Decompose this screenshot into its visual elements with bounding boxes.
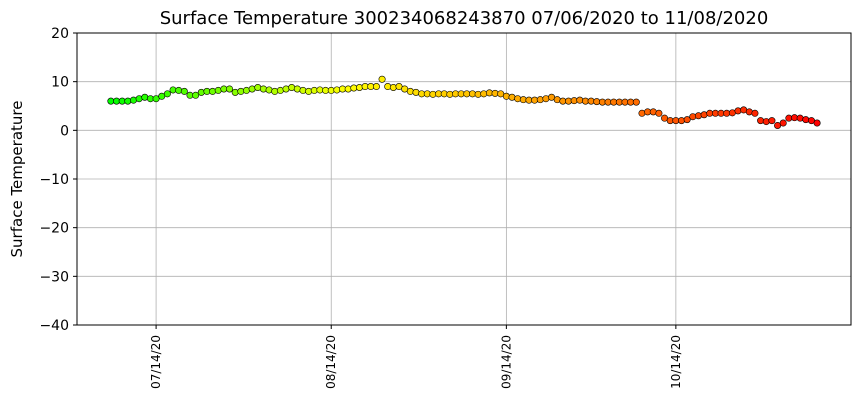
data-point [209,87,217,95]
data-point [372,83,380,91]
data-point [779,119,787,127]
data-point [124,97,132,105]
data-point [299,86,307,94]
data-point [259,85,267,93]
x-tick-label: 10/14/20 [669,335,683,389]
data-point [231,88,239,96]
y-tick-label: −40 [39,318,69,334]
data-point [237,87,245,95]
y-tick-label: 0 [60,123,69,139]
data-point [762,118,770,126]
data-point [180,87,188,95]
data-point [197,88,205,96]
x-tick-label: 07/14/20 [149,335,163,389]
data-point [802,116,810,124]
data-point [226,85,234,93]
data-point [751,109,759,117]
data-point [694,112,702,120]
y-tick-label: −30 [39,269,69,285]
data-point [406,87,414,95]
data-point [514,95,522,103]
data-point [333,86,341,94]
y-tick-label: −10 [39,172,69,188]
data-point [734,107,742,115]
data-point [378,75,386,83]
data-point [768,117,776,125]
data-point [355,84,363,92]
data-point [305,87,313,95]
data-point [163,90,171,98]
y-tick-label: −20 [39,221,69,237]
data-point [175,86,183,94]
data-point [502,92,510,100]
data-point [536,96,544,104]
data-point [271,87,279,95]
y-tick-label: 20 [51,26,69,42]
x-tick-label: 09/14/20 [499,335,513,389]
data-point [192,91,200,99]
data-point [389,84,397,92]
data-point [813,119,821,127]
data-point [576,96,584,104]
data-point [344,85,352,93]
data-point [683,116,691,124]
chart-title: Surface Temperature 300234068243870 07/0… [160,8,769,29]
y-axis-label: Surface Temperature [8,101,26,258]
data-point [655,109,663,117]
data-point [689,113,697,121]
data-point [757,117,765,125]
data-point [480,90,488,98]
plot-frame [76,32,852,326]
data-point [678,117,686,125]
x-tick-label: 08/14/20 [324,335,338,389]
data-point [384,83,392,91]
data-point [632,98,640,106]
y-tick-label: 10 [51,75,69,91]
